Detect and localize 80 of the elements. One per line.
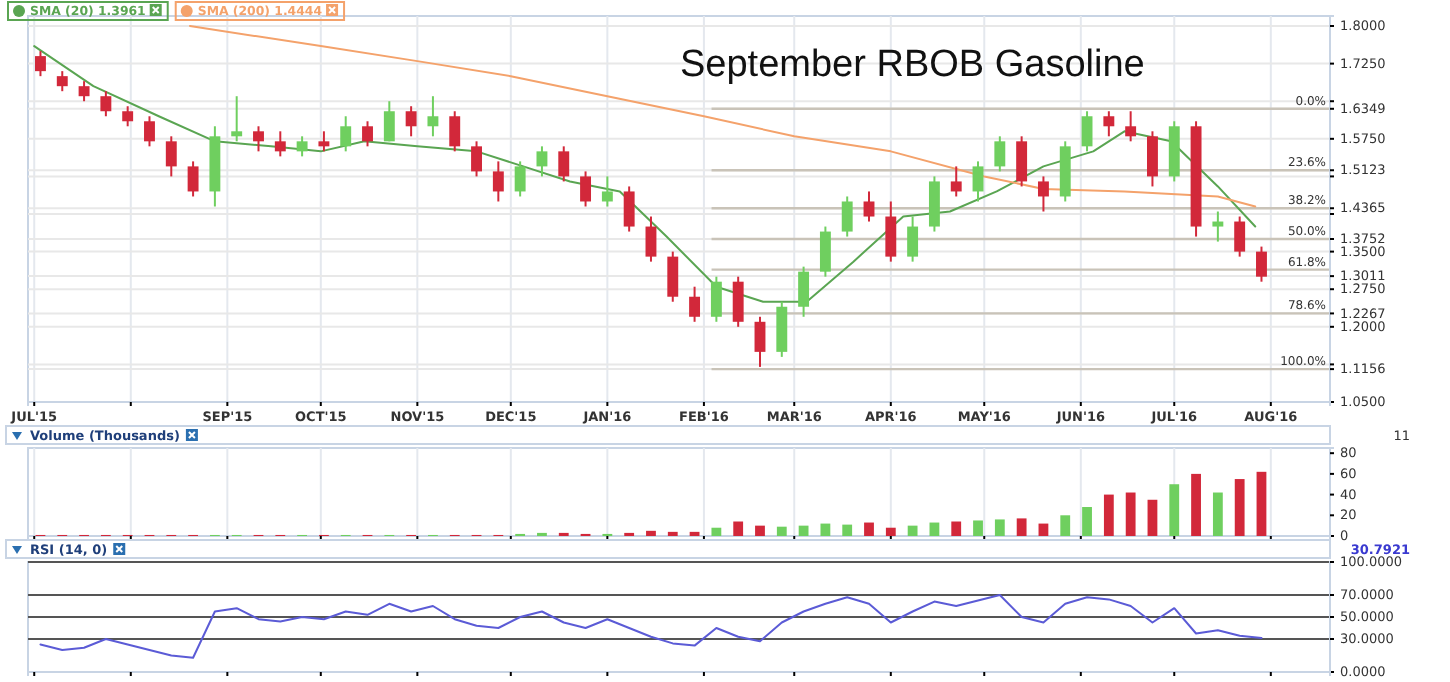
candlestick (405, 105, 417, 138)
candlestick (928, 175, 940, 233)
candlestick (645, 215, 657, 263)
bar (1256, 471, 1267, 536)
bar (864, 522, 874, 536)
candlestick (35, 50, 46, 78)
candlestick (471, 140, 482, 178)
candlestick (492, 160, 504, 203)
text: September RBOB Gasoline (680, 44, 1145, 86)
candlestick (536, 145, 548, 178)
candlestick (907, 215, 919, 263)
candlestick (362, 120, 373, 148)
candlestick (972, 160, 984, 203)
bar (1147, 499, 1158, 536)
candlestick (841, 195, 853, 238)
bar (973, 520, 983, 536)
candlestick (601, 175, 613, 208)
line-series (39, 594, 1263, 659)
candlestick (776, 300, 788, 358)
candlestick (623, 185, 635, 233)
bar (1234, 479, 1245, 536)
bar (1082, 507, 1092, 536)
candlestick (580, 170, 592, 208)
candlestick (1037, 175, 1049, 213)
bar (951, 521, 962, 536)
bar (885, 527, 896, 536)
candlestick (732, 275, 744, 328)
line-series (188, 25, 1257, 208)
candlestick (1234, 215, 1246, 258)
candlestick (1212, 210, 1224, 243)
candlestick (710, 275, 722, 323)
bar (1169, 484, 1180, 536)
candlestick (1016, 135, 1028, 188)
candlestick (558, 145, 570, 183)
candlestick (187, 160, 199, 198)
candlestick (253, 125, 264, 153)
candlestick (318, 130, 330, 153)
candlestick (689, 285, 701, 323)
candlestick (514, 160, 526, 198)
bar (776, 526, 787, 536)
bar (820, 523, 831, 536)
candlestick (274, 130, 286, 158)
candlestick (231, 95, 243, 143)
candlestick (1125, 110, 1137, 143)
bar (1191, 473, 1201, 536)
candlestick (819, 225, 831, 278)
bar (907, 525, 918, 536)
candlestick (100, 90, 112, 118)
candlestick (383, 100, 395, 143)
bar (733, 521, 744, 536)
candlestick (863, 190, 875, 223)
candlestick (427, 95, 439, 138)
candlestick (78, 80, 90, 103)
candlestick (296, 135, 308, 158)
candlestick (667, 250, 679, 303)
bar (1125, 492, 1136, 536)
candlestick (340, 115, 352, 153)
candlestick (1103, 110, 1115, 138)
candlestick (1147, 130, 1158, 188)
candlestick (994, 135, 1006, 173)
bar (1016, 518, 1027, 536)
candlestick (885, 200, 897, 263)
bar (1060, 515, 1071, 536)
candlestick (122, 105, 134, 128)
candlestick (1256, 245, 1267, 283)
candlestick (950, 165, 962, 198)
candlestick (56, 70, 68, 93)
candlestick (144, 115, 155, 148)
candlestick (165, 135, 177, 178)
candlestick (1081, 110, 1093, 153)
candlestick (754, 315, 766, 368)
candlestick (449, 110, 461, 153)
bar (1103, 494, 1114, 536)
bar (646, 530, 656, 536)
bar (842, 524, 853, 536)
bar (711, 527, 722, 536)
bar (994, 519, 1005, 536)
bar (755, 525, 765, 536)
bar (1212, 492, 1223, 536)
candlestick (798, 265, 810, 318)
